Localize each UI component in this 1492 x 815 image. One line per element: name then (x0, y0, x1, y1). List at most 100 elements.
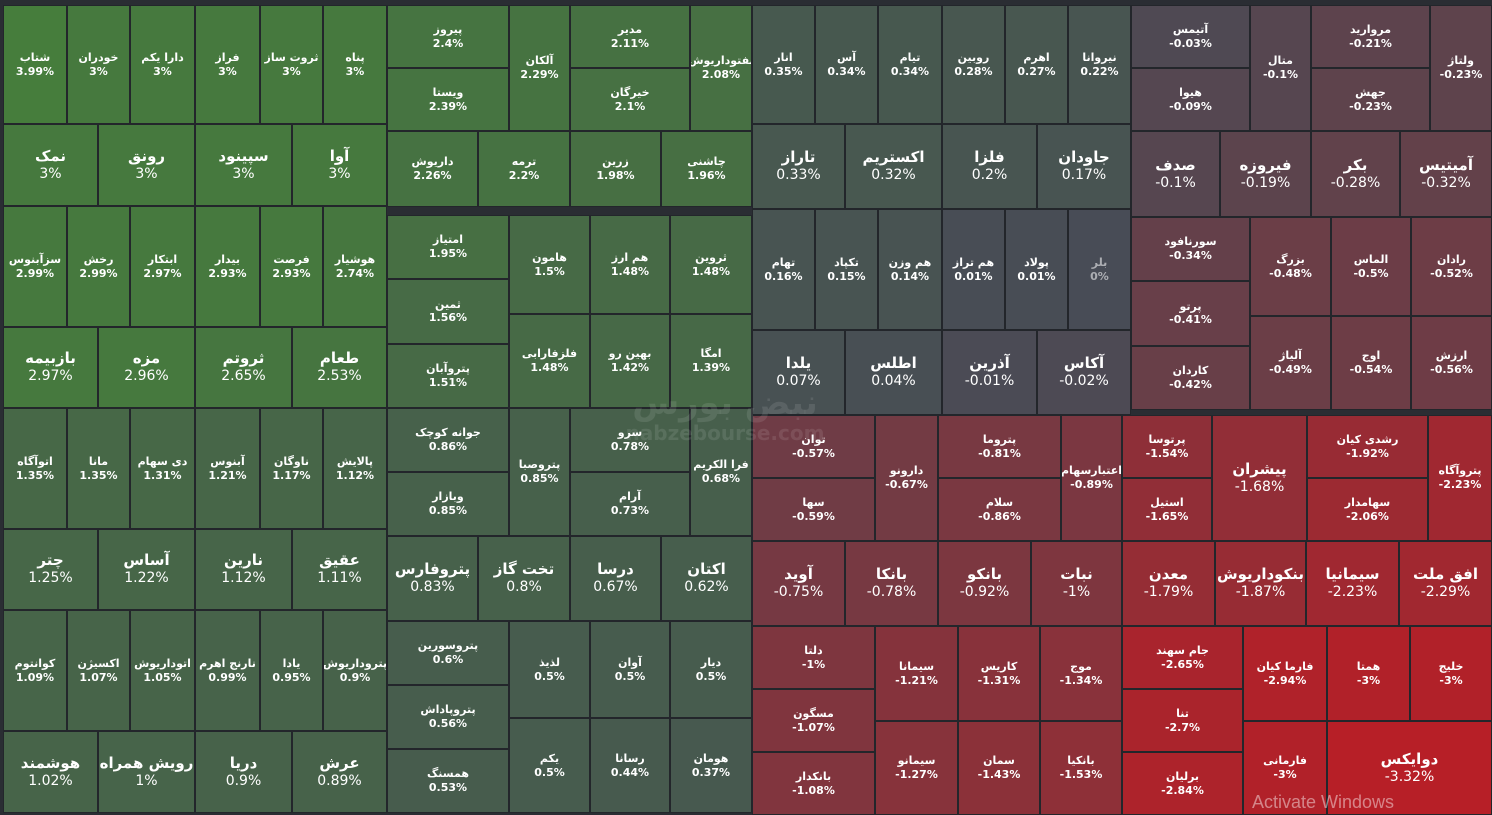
treemap-tile[interactable]: مانا 1.35% (67, 408, 130, 529)
treemap-tile[interactable]: فارمانی -3% (1243, 721, 1327, 815)
treemap-tile[interactable]: رادان -0.52% (1411, 217, 1492, 316)
treemap-tile[interactable]: هامون 1.5% (509, 215, 590, 314)
treemap-tile[interactable]: جوانه کوچک 0.86% (387, 408, 509, 472)
treemap-tile[interactable]: پتروصبا 0.85% (509, 408, 570, 536)
treemap-tile[interactable]: کاریس -1.31% (958, 626, 1040, 721)
treemap-tile[interactable]: بهین رو 1.42% (590, 314, 670, 408)
treemap-tile[interactable]: عرش 0.89% (292, 731, 387, 813)
treemap-tile[interactable]: ثروتم 2.65% (195, 327, 292, 408)
treemap-tile[interactable]: اکستریم 0.32% (845, 124, 942, 209)
treemap-tile[interactable]: دلتا -1% (752, 626, 875, 689)
treemap-tile[interactable]: اعتبارسهام -0.89% (1061, 415, 1122, 541)
treemap-tile[interactable]: یادا 0.95% (260, 610, 323, 731)
treemap-tile[interactable]: آبنوس 1.21% (195, 408, 260, 529)
treemap-tile[interactable]: چتر 1.25% (3, 529, 98, 610)
treemap-tile[interactable]: پتروپاداش 0.56% (387, 685, 509, 749)
treemap-tile[interactable]: جام سهند -2.65% (1122, 626, 1243, 689)
treemap-tile[interactable]: هومان 0.37% (670, 718, 752, 813)
treemap-tile[interactable]: پالایش 1.12% (323, 408, 387, 529)
treemap-tile[interactable]: ویستا 2.39% (387, 68, 509, 131)
treemap-tile[interactable]: کاردان -0.42% (1131, 345, 1250, 410)
treemap-tile[interactable]: رشدی کیان -1.92% (1307, 415, 1428, 478)
treemap-tile[interactable]: خلیج -3% (1410, 626, 1492, 721)
treemap-tile[interactable]: تنا -2.7% (1122, 689, 1243, 752)
treemap-tile[interactable]: بانکو -0.92% (938, 541, 1031, 626)
treemap-tile[interactable]: نارنج اهرم 0.99% (195, 610, 260, 731)
treemap-tile[interactable]: افق ملت -2.29% (1399, 541, 1492, 626)
treemap-tile[interactable]: بازبیمه 2.97% (3, 327, 98, 408)
treemap-tile[interactable]: ثروت ساز 3% (260, 5, 323, 124)
treemap-tile[interactable]: موج -1.34% (1040, 626, 1122, 721)
treemap-tile[interactable]: جاودان 0.17% (1037, 124, 1131, 209)
treemap-tile[interactable]: پتروآبان 1.51% (387, 343, 509, 408)
treemap-tile[interactable]: سزآبنوس 2.99% (3, 206, 67, 327)
treemap-tile[interactable]: آوان 0.5% (590, 621, 670, 718)
treemap-tile[interactable]: پتروآگاه -2.23% (1428, 415, 1492, 541)
treemap-tile[interactable]: اتوداریوش 1.05% (130, 610, 195, 731)
treemap-tile[interactable]: پرتوسا -1.54% (1122, 415, 1212, 478)
treemap-tile[interactable]: استیل -1.65% (1122, 478, 1212, 541)
treemap-tile[interactable]: پرتو -0.41% (1131, 281, 1250, 346)
treemap-tile[interactable]: ترمه 2.2% (478, 131, 570, 207)
treemap-tile[interactable]: هم وزن 0.14% (878, 209, 942, 330)
treemap-tile[interactable]: شتاب 3.99% (3, 5, 67, 124)
treemap-tile[interactable]: بانکا -0.78% (845, 541, 938, 626)
treemap-tile[interactable]: مدیر 2.11% (570, 5, 690, 68)
treemap-tile[interactable]: پناه 3% (323, 5, 387, 124)
treemap-tile[interactable]: آذرین -0.01% (942, 330, 1037, 415)
treemap-tile[interactable]: دیار 0.5% (670, 621, 752, 718)
treemap-tile[interactable]: سلام -0.86% (938, 478, 1061, 541)
treemap-tile[interactable]: فلزفارابی 1.48% (509, 314, 590, 408)
treemap-tile[interactable]: سیمانا -1.21% (875, 626, 958, 721)
treemap-tile[interactable]: رخش 2.99% (67, 206, 130, 327)
treemap-tile[interactable]: دارا یکم 3% (130, 5, 195, 124)
treemap-tile[interactable]: اکتان 0.62% (661, 536, 752, 621)
treemap-tile[interactable]: بزرگ -0.48% (1250, 217, 1331, 316)
treemap-tile[interactable]: آکاس -0.02% (1037, 330, 1131, 415)
treemap-tile[interactable]: روبین 0.28% (942, 5, 1005, 124)
treemap-tile[interactable]: آوا 3% (292, 124, 387, 206)
treemap-tile[interactable]: تیام 0.34% (878, 5, 942, 124)
treemap-tile[interactable]: هیوا -0.09% (1131, 68, 1250, 131)
treemap-tile[interactable]: اتوآگاه 1.35% (3, 408, 67, 529)
treemap-tile[interactable]: یلدا 0.07% (752, 330, 845, 415)
treemap-tile[interactable]: سرو 0.78% (570, 408, 690, 472)
treemap-tile[interactable]: رونق 3% (98, 124, 195, 206)
treemap-tile[interactable]: بنکوداریوش -1.87% (1215, 541, 1306, 626)
treemap-tile[interactable]: مروارید -0.21% (1311, 5, 1430, 68)
treemap-tile[interactable]: مزه 2.96% (98, 327, 195, 408)
treemap-tile[interactable]: ثروین 1.48% (670, 215, 752, 314)
treemap-tile[interactable]: پتروداریوش 0.9% (323, 610, 387, 731)
treemap-tile[interactable]: انار 0.35% (752, 5, 815, 124)
treemap-tile[interactable]: پیروز 2.4% (387, 5, 509, 68)
treemap-tile[interactable]: صدف -0.1% (1131, 131, 1220, 217)
treemap-tile[interactable]: اطلس 0.04% (845, 330, 942, 415)
treemap-tile[interactable]: ولتاژ -0.23% (1430, 5, 1492, 131)
treemap-tile[interactable]: اهرم 0.27% (1005, 5, 1068, 124)
treemap-tile[interactable]: توان -0.57% (752, 415, 875, 478)
treemap-tile[interactable]: آلیاژ -0.49% (1250, 316, 1331, 410)
treemap-tile[interactable]: برلیان -2.84% (1122, 752, 1243, 815)
treemap-tile[interactable]: نبات -1% (1031, 541, 1122, 626)
treemap-tile[interactable]: ارزش -0.56% (1411, 316, 1492, 410)
treemap-tile[interactable]: ثمین 1.56% (387, 279, 509, 344)
treemap-tile[interactable]: دی سهام 1.31% (130, 408, 195, 529)
treemap-tile[interactable]: بیدار 2.93% (195, 206, 260, 327)
treemap-tile[interactable]: الماس -0.5% (1331, 217, 1411, 316)
treemap-tile[interactable]: فراز 3% (195, 5, 260, 124)
treemap-tile[interactable]: نارین 1.12% (195, 529, 292, 610)
treemap-tile[interactable]: بانکدار -1.08% (752, 752, 875, 815)
treemap-tile[interactable]: امتیاز 1.95% (387, 215, 509, 280)
treemap-tile[interactable]: رویش همراه 1% (98, 731, 195, 813)
treemap-tile[interactable]: جهش -0.23% (1311, 68, 1430, 131)
treemap-tile[interactable]: خیرگان 2.1% (570, 68, 690, 131)
treemap-tile[interactable]: همتا -3% (1327, 626, 1410, 721)
treemap-tile[interactable]: خودران 3% (67, 5, 130, 124)
treemap-tile[interactable]: داریوش 2.26% (387, 131, 478, 207)
treemap-tile[interactable]: آس 0.34% (815, 5, 878, 124)
treemap-tile[interactable]: فلزا 0.2% (942, 124, 1037, 209)
treemap-tile[interactable]: دریا 0.9% (195, 731, 292, 813)
treemap-tile[interactable]: دوایکس -3.32% (1327, 721, 1492, 815)
treemap-tile[interactable]: طعام 2.53% (292, 327, 387, 408)
treemap-tile[interactable]: هوشیار 2.74% (323, 206, 387, 327)
